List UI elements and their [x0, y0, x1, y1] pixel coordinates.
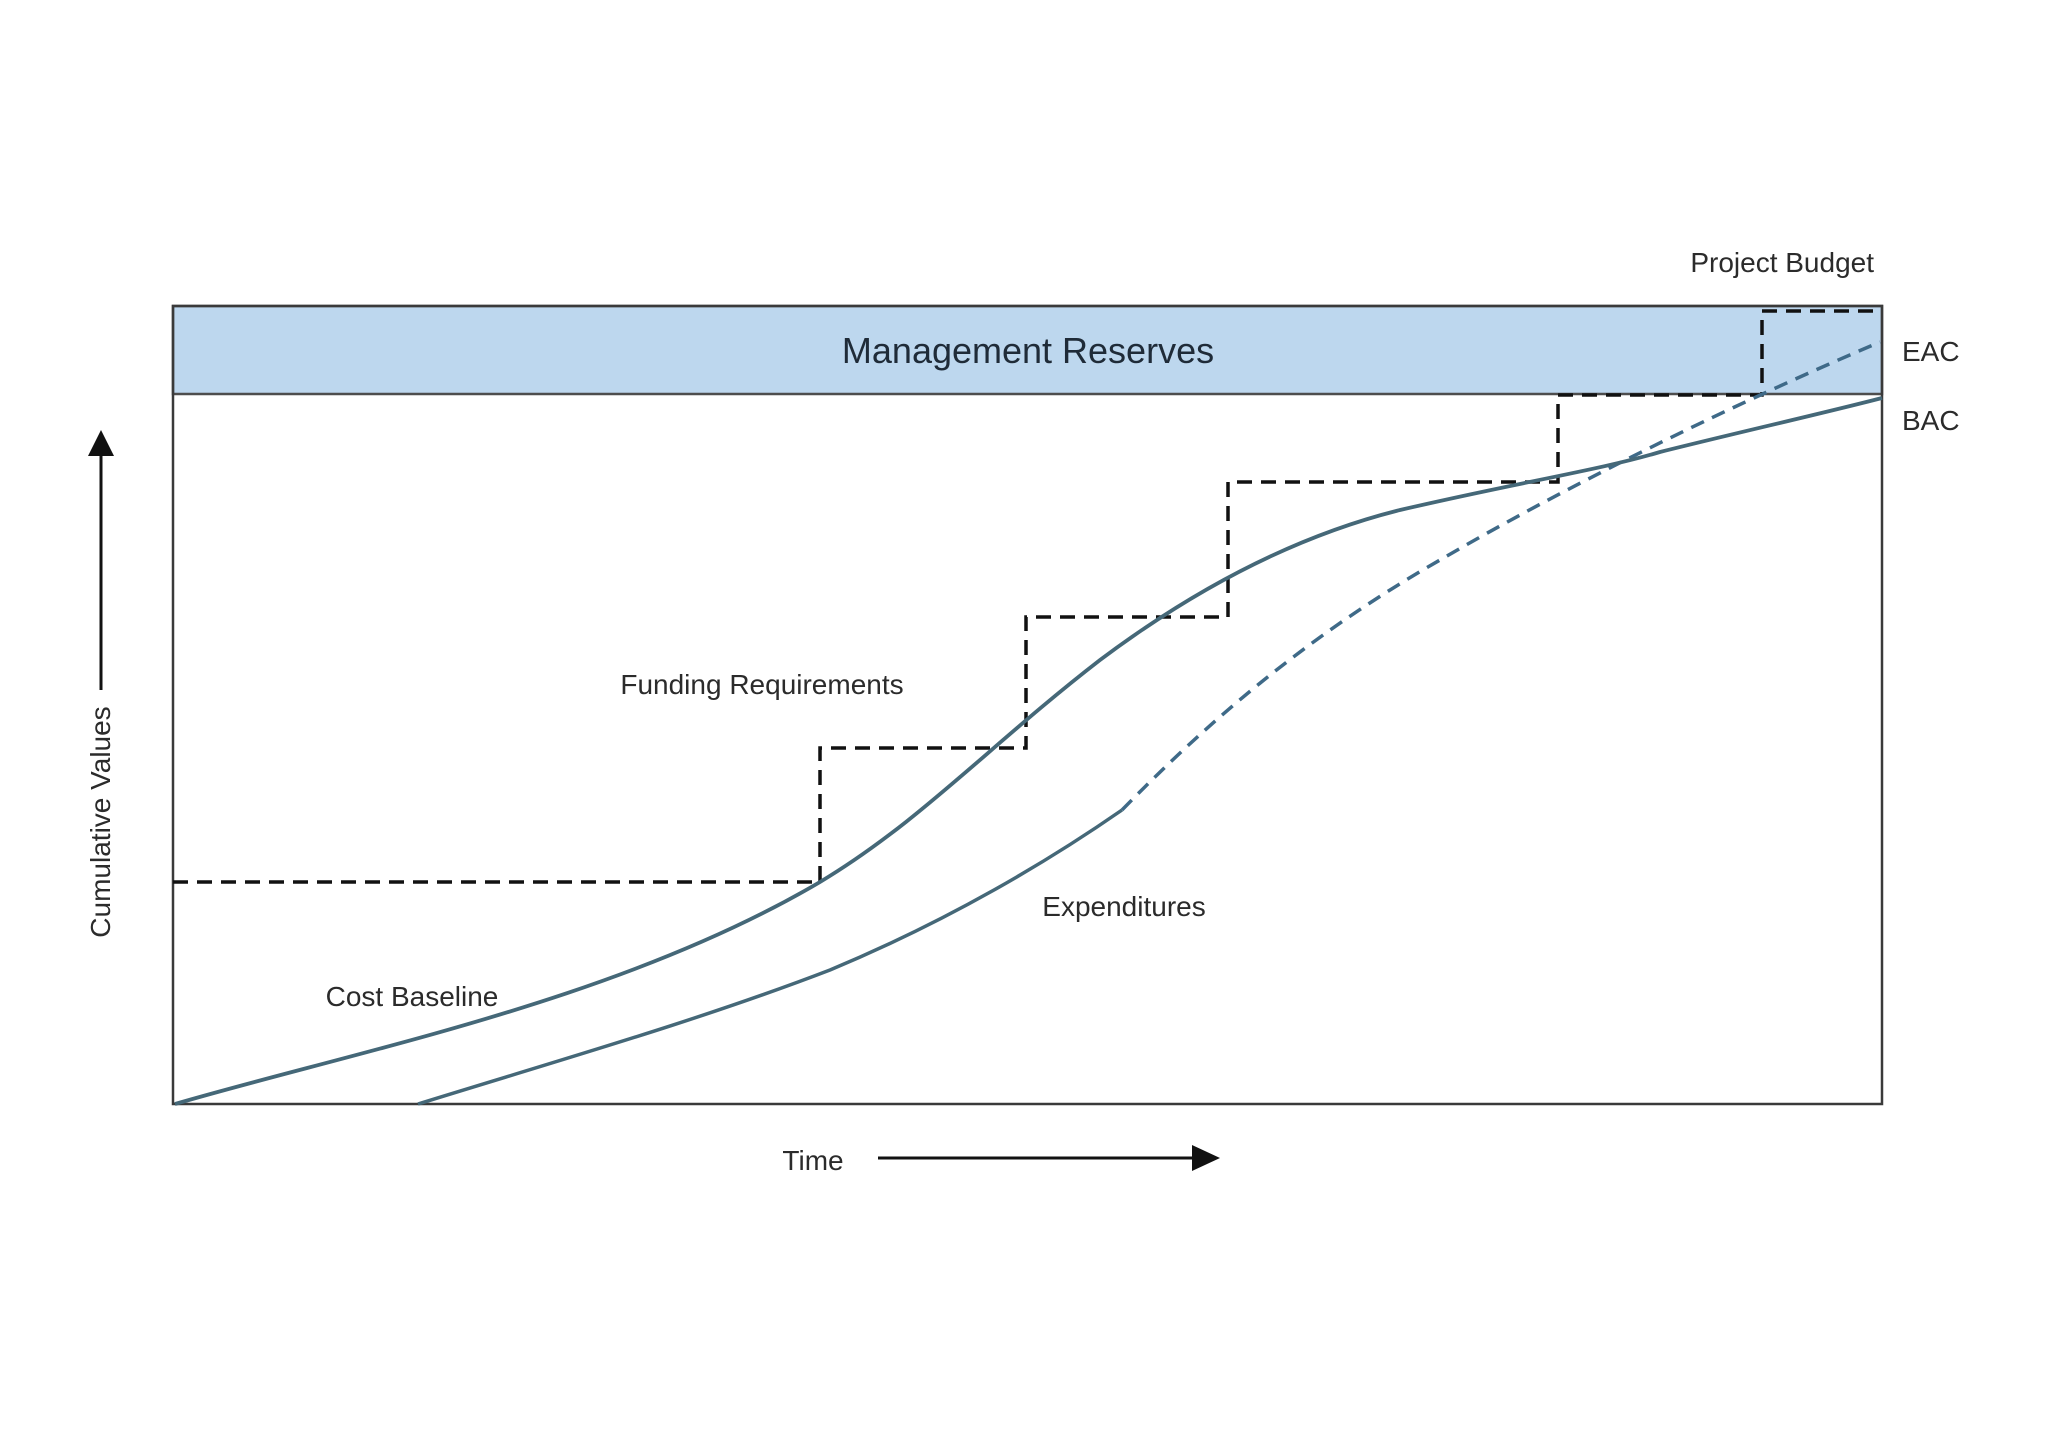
- management-reserves-label: Management Reserves: [842, 330, 1214, 371]
- y-axis-arrow-head: [88, 430, 114, 456]
- chart-frame: [171, 304, 1884, 1106]
- cost-baseline-label: Cost Baseline: [326, 981, 499, 1012]
- funding-requirements-steps: [173, 309, 1882, 884]
- y-axis-label: Cumulative Values: [85, 706, 116, 937]
- bac-label: BAC: [1902, 405, 1960, 436]
- x-axis-arrow-head: [1192, 1145, 1220, 1171]
- x-axis-label: Time: [782, 1145, 843, 1176]
- eac-label: EAC: [1902, 336, 1960, 367]
- management-reserves-band: [171, 304, 1884, 396]
- funding-requirements-label: Funding Requirements: [620, 669, 903, 700]
- expenditures-curve: [417, 808, 1123, 1106]
- eac-projection-curve: [1120, 340, 1881, 812]
- project-budget-label: Project Budget: [1690, 247, 1874, 278]
- expenditures-label: Expenditures: [1042, 891, 1205, 922]
- cost-baseline-curve: [174, 396, 1883, 1106]
